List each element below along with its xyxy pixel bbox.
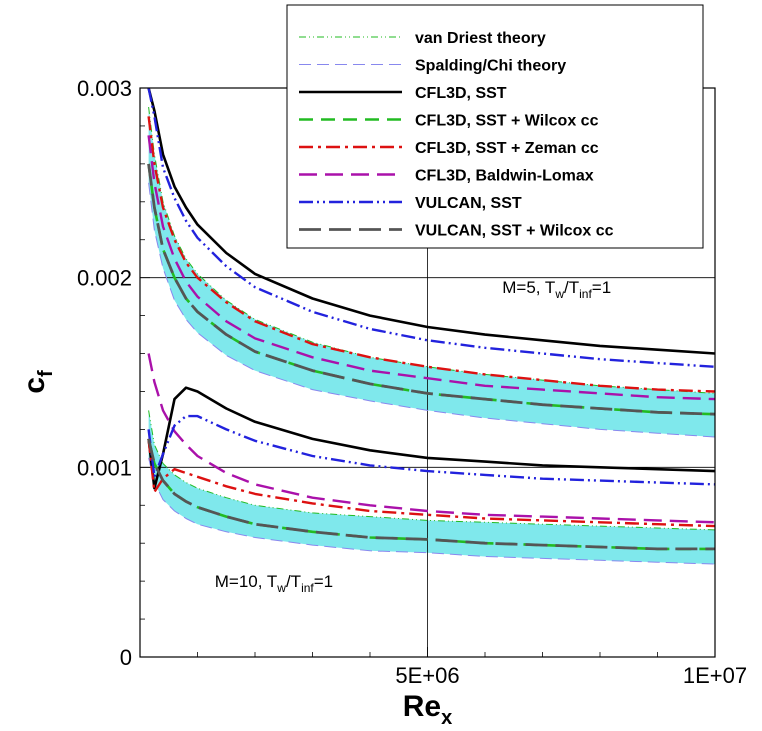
legend-label: CFL3D, Baldwin-Lomax <box>415 168 594 185</box>
annotation-part: =1 <box>592 278 611 297</box>
series-curve-m10 <box>147 438 715 551</box>
theory-bands <box>148 107 716 565</box>
annotation-part: w <box>276 581 286 595</box>
series-curve-m5 <box>147 87 716 368</box>
annotation-part: inf <box>301 581 314 595</box>
x-tick-labels: 5E+06 1E+07 <box>395 663 747 688</box>
legend-label: VULCAN, SST <box>415 195 522 212</box>
legend-box <box>286 4 704 249</box>
legend-label: Spalding/Chi theory <box>415 58 566 75</box>
legend-label: CFL3D, SST + Wilcox cc <box>415 113 599 130</box>
annotation-2: M=10, Tw/Tinf=1 <box>215 572 333 595</box>
series-vulcan-sst <box>147 87 716 486</box>
theory-band-m10 <box>148 410 716 565</box>
series-curve-m5 <box>148 106 716 394</box>
annotation-part: w <box>554 287 564 301</box>
series-curve-m10 <box>147 353 716 524</box>
series-curve-m10 <box>147 414 716 486</box>
annotation-part: M=10, T <box>215 572 278 591</box>
y-axis-title-sub: f <box>35 370 57 377</box>
series-cfl3d-baldwin-lomax <box>147 135 716 524</box>
y-tick-labels: 0 0.001 0.002 0.003 <box>77 76 132 670</box>
series-curve-m5 <box>147 116 716 393</box>
series-cfl3d-sst <box>147 87 716 490</box>
series-vulcan-sst-wilcox-cc <box>147 163 716 551</box>
annotation-part: inf <box>579 287 592 301</box>
series-curve-m5 <box>147 135 716 401</box>
series-spalding-chi-theory <box>148 182 716 565</box>
annotation-part: =1 <box>314 572 333 591</box>
legend-label: CFL3D, SST + Zeman cc <box>415 140 599 157</box>
legend-label: CFL3D, SST <box>415 85 507 102</box>
series-curve-m5 <box>147 87 716 355</box>
series-curve-m5 <box>147 163 716 416</box>
annotation-part: M=5, T <box>502 278 555 297</box>
x-tick-label: 5E+06 <box>395 663 459 688</box>
legend-label: VULCAN, SST + Wilcox cc <box>415 223 614 240</box>
x-axis-title: Rex <box>403 690 452 729</box>
y-axis-title-main: c <box>18 377 51 394</box>
x-axis-title-main: Re <box>403 690 441 723</box>
x-tick-label: 1E+07 <box>683 663 747 688</box>
y-tick-label: 0.001 <box>77 455 132 480</box>
y-tick-label: 0 <box>120 645 132 670</box>
series-van-driest-theory <box>148 106 716 531</box>
y-axis-title: cf <box>18 370 57 394</box>
series-cfl3d-sst-zeman-cc <box>147 116 716 528</box>
theory-band-m5 <box>148 107 716 437</box>
y-tick-label: 0.003 <box>77 76 132 101</box>
series-curve-m5 <box>148 182 716 438</box>
legend-label: van Driest theory <box>415 30 546 47</box>
y-tick-label: 0.002 <box>77 266 132 291</box>
annotation-part: /T <box>564 278 579 297</box>
annotation-part: /T <box>286 572 301 591</box>
x-axis-title-sub: x <box>441 707 452 729</box>
annotation-1: M=5, Tw/Tinf=1 <box>502 278 611 301</box>
legend: van Driest theory Spalding/Chi theory CFL3… <box>286 4 704 249</box>
series-curve-m10 <box>147 386 716 490</box>
annotations: M=5, Tw/Tinf=1M=10, Tw/Tinf=1 <box>215 278 611 595</box>
series-layer <box>147 87 716 565</box>
series-curve-m10 <box>147 438 716 528</box>
